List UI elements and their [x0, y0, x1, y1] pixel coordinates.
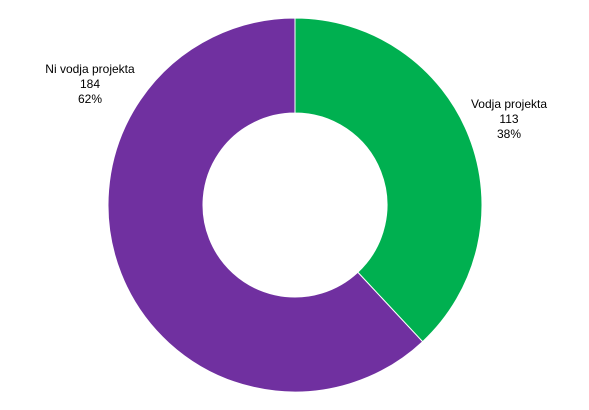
slice-share-label: 62%: [78, 92, 102, 106]
slice-value-label: 184: [80, 77, 100, 91]
slice-value-label: 113: [499, 112, 518, 126]
slice-category-label: Vodja projekta: [471, 97, 547, 111]
donut-slice: [107, 17, 424, 393]
slice-share-label: 38%: [497, 127, 521, 141]
slice-category-label: Ni vodja projekta: [45, 62, 135, 76]
donut-slice: [294, 17, 483, 343]
